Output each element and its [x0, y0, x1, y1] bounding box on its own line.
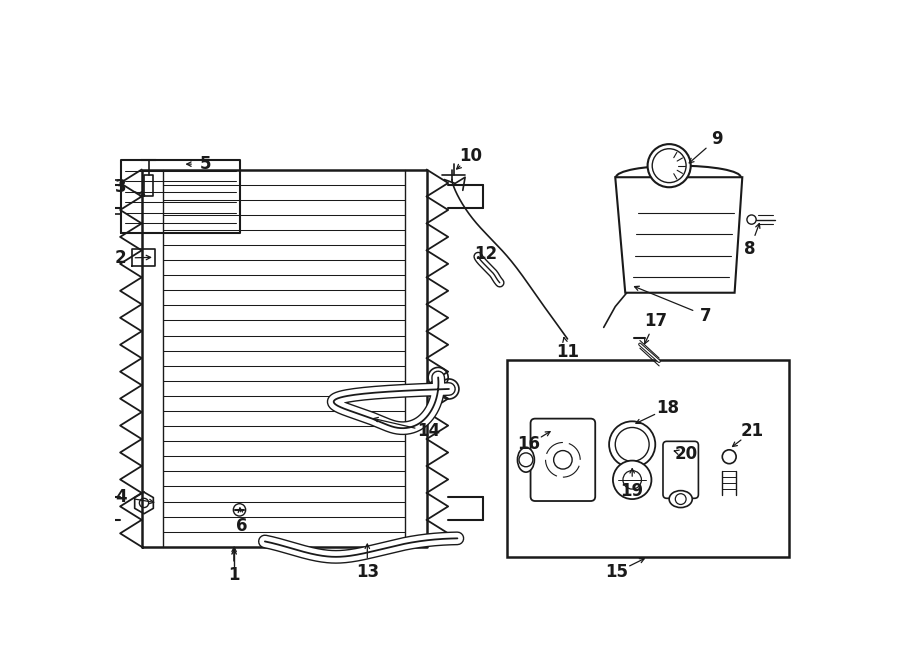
Ellipse shape: [669, 491, 692, 508]
Text: 3: 3: [115, 178, 127, 196]
Bar: [508, 361, 788, 557]
Text: 17: 17: [644, 312, 667, 330]
Text: 18: 18: [656, 399, 680, 417]
Polygon shape: [616, 177, 742, 293]
Text: 19: 19: [621, 482, 644, 500]
Text: 8: 8: [744, 240, 756, 258]
Text: 6: 6: [236, 517, 248, 535]
Text: 7: 7: [700, 307, 712, 325]
Text: 2: 2: [115, 249, 127, 267]
Text: 5: 5: [200, 155, 212, 173]
Text: 21: 21: [741, 422, 764, 440]
Text: 15: 15: [606, 563, 628, 581]
Text: 10: 10: [459, 148, 482, 166]
Text: 4: 4: [115, 488, 127, 506]
Text: 13: 13: [356, 563, 379, 581]
Circle shape: [613, 461, 652, 499]
Text: 20: 20: [674, 446, 698, 463]
Text: 9: 9: [711, 130, 723, 148]
FancyBboxPatch shape: [663, 442, 698, 498]
Circle shape: [609, 421, 655, 467]
Ellipse shape: [518, 448, 535, 472]
Text: 12: 12: [474, 245, 498, 263]
FancyBboxPatch shape: [530, 418, 595, 501]
Text: 1: 1: [229, 566, 239, 585]
Text: 16: 16: [518, 436, 541, 453]
Text: 11: 11: [556, 343, 579, 361]
Text: 14: 14: [418, 422, 440, 440]
Circle shape: [648, 144, 690, 187]
